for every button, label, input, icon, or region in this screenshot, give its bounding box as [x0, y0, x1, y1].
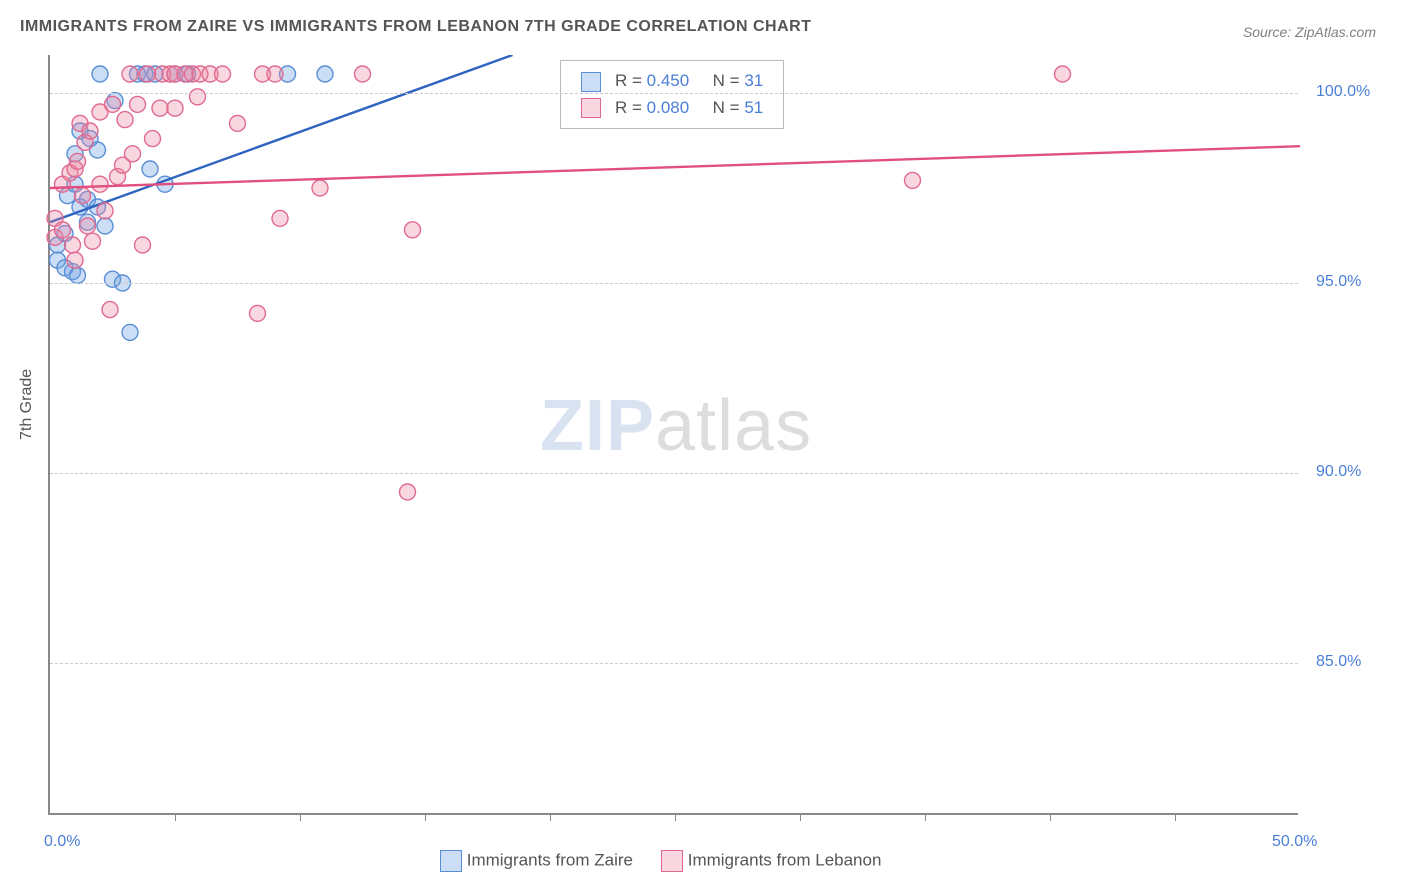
- data-point: [75, 188, 91, 204]
- data-point: [152, 100, 168, 116]
- data-point: [125, 146, 141, 162]
- data-point: [905, 172, 921, 188]
- legend-stats-row: R = 0.080 N = 51: [575, 96, 769, 121]
- trend-line: [50, 55, 513, 222]
- n-value: 31: [744, 71, 763, 90]
- data-point: [80, 218, 96, 234]
- data-point: [140, 66, 156, 82]
- gridline: [50, 283, 1298, 284]
- source-attribution: Source: ZipAtlas.com: [1243, 24, 1376, 40]
- swatch-icon: [661, 850, 683, 872]
- data-point: [230, 115, 246, 131]
- data-point: [167, 100, 183, 116]
- n-label: N =: [713, 98, 740, 117]
- data-point: [67, 252, 83, 268]
- x-tick-label: 50.0%: [1272, 833, 1317, 851]
- data-point: [102, 302, 118, 318]
- y-tick-label: 90.0%: [1316, 463, 1361, 481]
- data-point: [215, 66, 231, 82]
- data-point: [135, 237, 151, 253]
- x-tick: [300, 813, 301, 821]
- legend-stats: R = 0.450 N = 31 R = 0.080 N = 51: [560, 60, 784, 129]
- data-point: [70, 153, 86, 169]
- r-label: R =: [615, 98, 642, 117]
- x-tick: [175, 813, 176, 821]
- data-point: [117, 112, 133, 128]
- data-point: [355, 66, 371, 82]
- data-point: [97, 218, 113, 234]
- swatch-icon: [581, 72, 601, 92]
- r-value: 0.450: [647, 71, 690, 90]
- gridline: [50, 663, 1298, 664]
- x-tick-label: 0.0%: [44, 833, 80, 851]
- x-tick: [800, 813, 801, 821]
- data-point: [130, 96, 146, 112]
- x-tick: [550, 813, 551, 821]
- trend-line: [50, 146, 1300, 188]
- data-point: [92, 176, 108, 192]
- data-point: [97, 203, 113, 219]
- y-tick-label: 100.0%: [1316, 83, 1370, 101]
- data-point: [82, 123, 98, 139]
- x-tick: [1175, 813, 1176, 821]
- chart-svg: [50, 55, 1298, 813]
- y-tick-label: 85.0%: [1316, 653, 1361, 671]
- y-tick-label: 95.0%: [1316, 273, 1361, 291]
- n-value: 51: [744, 98, 763, 117]
- data-point: [55, 222, 71, 238]
- swatch-icon: [440, 850, 462, 872]
- gridline: [50, 473, 1298, 474]
- legend-item: Immigrants from Lebanon: [661, 850, 881, 872]
- data-point: [190, 89, 206, 105]
- data-point: [312, 180, 328, 196]
- data-point: [142, 161, 158, 177]
- x-tick: [1050, 813, 1051, 821]
- x-tick: [925, 813, 926, 821]
- data-point: [267, 66, 283, 82]
- data-point: [250, 305, 266, 321]
- data-point: [70, 267, 86, 283]
- data-point: [400, 484, 416, 500]
- data-point: [122, 324, 138, 340]
- y-axis-label: 7th Grade: [18, 369, 36, 440]
- data-point: [105, 96, 121, 112]
- n-label: N =: [713, 71, 740, 90]
- legend-label: Immigrants from Lebanon: [688, 850, 882, 869]
- legend-label: Immigrants from Zaire: [467, 850, 633, 869]
- gridline: [50, 93, 1298, 94]
- legend-bottom: Immigrants from Zaire Immigrants from Le…: [440, 850, 881, 872]
- chart-title: IMMIGRANTS FROM ZAIRE VS IMMIGRANTS FROM…: [20, 18, 811, 36]
- data-point: [317, 66, 333, 82]
- plot-area: ZIPatlas R = 0.450 N = 31 R = 0.080 N = …: [48, 55, 1298, 815]
- data-point: [405, 222, 421, 238]
- x-tick: [425, 813, 426, 821]
- data-point: [85, 233, 101, 249]
- legend-stats-row: R = 0.450 N = 31: [575, 69, 769, 94]
- r-label: R =: [615, 71, 642, 90]
- legend-item: Immigrants from Zaire: [440, 850, 633, 872]
- data-point: [122, 66, 138, 82]
- data-point: [1055, 66, 1071, 82]
- r-value: 0.080: [647, 98, 690, 117]
- data-point: [92, 66, 108, 82]
- x-tick: [675, 813, 676, 821]
- data-point: [145, 131, 161, 147]
- data-point: [272, 210, 288, 226]
- data-point: [65, 237, 81, 253]
- swatch-icon: [581, 98, 601, 118]
